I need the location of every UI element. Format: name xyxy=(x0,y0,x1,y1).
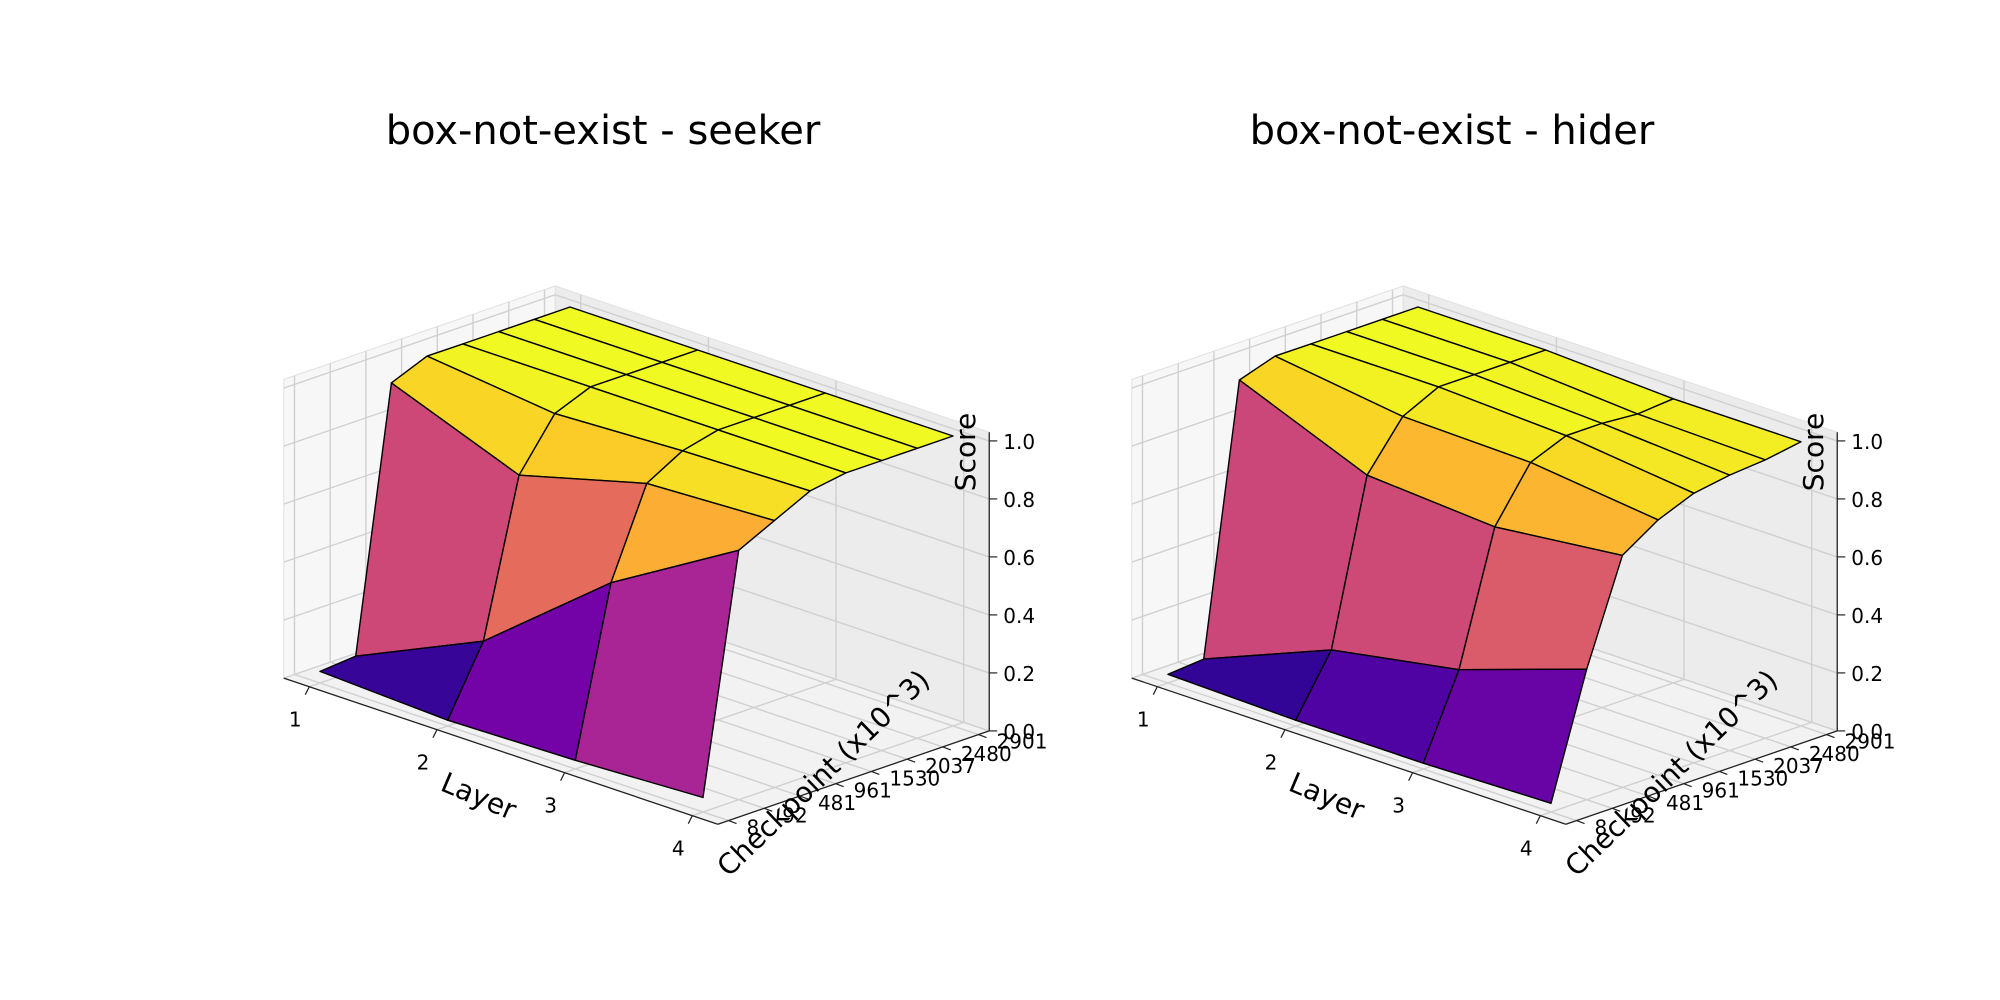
z-axis-label: Score xyxy=(949,413,982,491)
x-tick-label: 4 xyxy=(1520,837,1533,861)
y-tick xyxy=(871,770,880,776)
y-tick-label: 2480 xyxy=(1809,742,1860,766)
y-tick-label: 92 xyxy=(1630,803,1655,827)
y-tick-label: 92 xyxy=(782,803,807,827)
x-tick xyxy=(1408,772,1414,781)
chart-title: box-not-exist - hider xyxy=(1250,108,1655,154)
z-tick-label: 0.4 xyxy=(1003,604,1035,628)
y-tick xyxy=(1826,734,1835,739)
y-axis-line xyxy=(1565,730,1838,825)
x-tick xyxy=(1152,686,1158,695)
axis-lines xyxy=(283,432,990,825)
surface-face xyxy=(1422,668,1588,804)
x-tick-label: 3 xyxy=(544,794,557,818)
x-tick-label: 3 xyxy=(1392,794,1405,818)
x-tick-label: 4 xyxy=(672,837,685,861)
axis-lines xyxy=(1131,432,1838,825)
y-tick xyxy=(1576,820,1585,825)
y-tick-label: 2901 xyxy=(997,730,1048,754)
y-tick-label: 8 xyxy=(1595,816,1608,840)
x-tick-label: 2 xyxy=(1265,751,1278,775)
grid-line xyxy=(283,293,990,442)
x-axis-label: Layer xyxy=(436,766,521,827)
x-tick-label: 1 xyxy=(289,708,302,732)
y-tick xyxy=(1612,807,1621,812)
y-tick-label: 2037 xyxy=(925,754,976,778)
y-tick xyxy=(942,746,952,751)
y-tick xyxy=(1790,746,1800,751)
z-tick-label: 0.2 xyxy=(1851,662,1883,686)
y-tick-label: 481 xyxy=(1666,791,1704,815)
y-tick xyxy=(835,783,844,788)
z-tick-label: 0.0 xyxy=(1851,720,1883,744)
grid-line xyxy=(1131,293,1838,442)
y-tick-label: 2037 xyxy=(1773,754,1824,778)
z-tick-label: 1.0 xyxy=(1851,430,1883,454)
z-tick-label: 0.4 xyxy=(1851,604,1883,628)
x-tick xyxy=(687,815,693,824)
y-tick-label: 1530 xyxy=(1737,766,1788,790)
y-tick xyxy=(1754,758,1764,763)
x-tick xyxy=(304,686,310,695)
z-tick-label: 0.8 xyxy=(1851,488,1883,512)
z-axis-label: Score xyxy=(1797,413,1830,491)
x-tick xyxy=(1535,815,1541,824)
y-tick xyxy=(978,734,987,739)
z-tick-label: 1.0 xyxy=(1003,430,1035,454)
chart-panel-hider: box-not-exist - hider 123489248196115302… xyxy=(1130,108,1896,883)
x-axis-label: Layer xyxy=(1284,766,1369,827)
z-tick-label: 0.0 xyxy=(1003,720,1035,744)
surface-face xyxy=(574,549,740,799)
y-tick-label: 1530 xyxy=(889,766,940,790)
z-tick-label: 0.6 xyxy=(1851,546,1883,570)
y-tick-label: 2901 xyxy=(1845,730,1896,754)
surface xyxy=(319,306,954,799)
chart-panel-seeker: box-not-exist - seeker 1 2 3 4 8 92 4819611530… xyxy=(282,108,1048,883)
z-tick-label: 0.2 xyxy=(1003,662,1035,686)
x-tick xyxy=(432,729,438,738)
x-tick xyxy=(1280,729,1286,738)
x-axis-line xyxy=(283,677,719,825)
y-tick-label: 961 xyxy=(854,779,892,803)
y-tick xyxy=(1719,770,1728,776)
y-tick-label: 481 xyxy=(818,791,856,815)
y-tick xyxy=(1647,795,1657,800)
y-tick-label: 8 xyxy=(747,816,760,840)
y-tick-label: 961 xyxy=(1702,779,1740,803)
y-tick xyxy=(906,758,916,763)
x-tick-label: 2 xyxy=(417,751,430,775)
surface xyxy=(1167,306,1802,804)
x-tick-label: 1 xyxy=(1137,708,1150,732)
x-axis-line xyxy=(1131,677,1567,825)
y-tick xyxy=(1683,783,1692,788)
x-tick xyxy=(560,772,566,781)
chart-title: box-not-exist - seeker xyxy=(386,108,821,154)
y-axis-line xyxy=(717,730,990,825)
y-tick xyxy=(764,807,773,812)
y-tick xyxy=(728,820,737,825)
z-tick-label: 0.6 xyxy=(1003,546,1035,570)
y-tick xyxy=(799,795,809,800)
z-tick-label: 0.8 xyxy=(1003,488,1035,512)
y-tick-label: 2480 xyxy=(961,742,1012,766)
